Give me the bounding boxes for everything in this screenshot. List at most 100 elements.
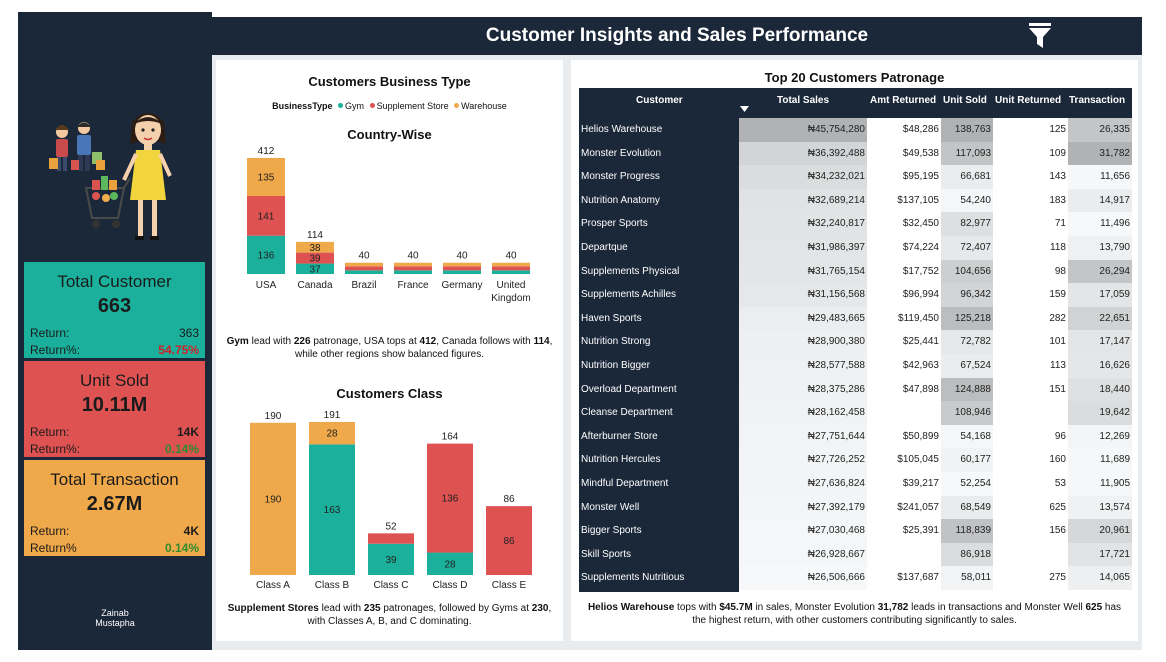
kpi-return-row: Return: 14K — [30, 425, 199, 439]
cell-unit-returned: 143 — [1049, 171, 1066, 183]
cell-unit-sold: 125,218 — [941, 306, 993, 331]
bar-segment-warehouse[interactable] — [247, 158, 285, 197]
table-row[interactable]: Nutrition Hercules ₦27,726,252 $105,045 60,… — [579, 448, 1132, 472]
table-row[interactable]: Nutrition Anatomy ₦32,689,214 $137,105 54,2… — [579, 188, 1132, 213]
bar-segment-gym[interactable] — [443, 270, 481, 274]
bar-segment-warehouse[interactable] — [492, 262, 530, 267]
segment-label: 86 — [503, 536, 515, 547]
total-label: 40 — [456, 251, 468, 262]
bar-segment-warehouse[interactable] — [250, 422, 296, 575]
cell-customer: Nutrition Anatomy — [581, 194, 660, 206]
table-row[interactable]: Prosper Sports ₦32,240,817 $32,450 82,977 71… — [579, 212, 1132, 236]
category-label: France — [397, 280, 429, 291]
cell-total-sales: ₦36,392,488 — [739, 141, 867, 166]
column-header-transaction[interactable]: Transaction — [1069, 95, 1126, 106]
bar-segment-gym[interactable] — [309, 444, 355, 575]
cell-amt-returned: $137,105 — [897, 194, 939, 206]
segment-label: 136 — [442, 494, 459, 505]
note-fragment: 114 — [533, 336, 550, 347]
cell-unit-returned: 156 — [1049, 525, 1066, 537]
cell-transaction: 31,782 — [1068, 141, 1132, 166]
table-row[interactable]: Bigger Sports ₦27,030,468 $25,391 118,839 15… — [579, 519, 1132, 543]
cell-amt-returned: $96,994 — [902, 289, 939, 301]
table-row[interactable]: Monster Evolution ₦36,392,488 $49,538 117,0… — [579, 141, 1132, 166]
bar-segment-gym[interactable] — [345, 270, 383, 274]
column-header-customer[interactable]: Customer — [636, 95, 683, 106]
author-last-name: Mustapha — [95, 618, 135, 628]
table-row[interactable]: Helios Warehouse ₦45,754,280 $48,286 138,76… — [579, 118, 1132, 142]
bar-segment-supplement[interactable] — [492, 266, 530, 271]
bar-segment-gym[interactable] — [247, 235, 285, 274]
bar-segment-supplement[interactable] — [296, 252, 334, 264]
sort-desc-icon[interactable] — [740, 106, 749, 112]
kpi-title: Unit Sold — [80, 371, 149, 390]
segment-label: 163 — [324, 505, 341, 516]
cell-customer: Nutrition Bigger — [581, 360, 650, 371]
total-label: 164 — [442, 432, 459, 443]
bar-segment-supplement[interactable] — [427, 443, 473, 553]
legend-label-supplement: Supplement Store — [376, 101, 449, 111]
bar-segment-supplement[interactable] — [345, 266, 383, 271]
total-label: 190 — [265, 411, 282, 422]
table-row[interactable]: Monster Well ₦27,392,179 $241,057 68,549 625… — [579, 495, 1132, 520]
table-row[interactable]: Afterburner Store ₦27,751,644 $50,899 54,16… — [579, 424, 1132, 449]
table-title: Top 20 Customers Patronage — [764, 70, 945, 85]
column-header-unit-sold[interactable]: Unit Sold — [943, 95, 987, 106]
cell-total-sales: ₦27,636,824 — [739, 472, 867, 496]
kpi-return-pct-value: 0.14% — [164, 442, 199, 456]
cell-total-sales: ₦32,689,214 — [739, 188, 867, 213]
country-chart-title: Country-Wise — [347, 127, 432, 142]
cell-unit-sold: 72,782 — [941, 330, 993, 354]
filter-icon[interactable] — [1028, 22, 1052, 50]
table-row[interactable]: Supplements Physical ₦31,765,154 $17,752 10… — [579, 259, 1132, 284]
kpi-return-pct-label: Return% — [30, 541, 77, 555]
table-row[interactable]: Skill Sports ₦26,928,667 86,918 17,721 — [579, 542, 1132, 567]
category-label: Class D — [432, 580, 467, 591]
cell-total-sales: ₦27,726,252 — [739, 448, 867, 472]
bar-segment-supplement[interactable] — [247, 196, 285, 236]
author-first-name: Zainab — [101, 608, 129, 618]
bar-segment-gym[interactable] — [427, 552, 473, 575]
charts-panel: Customers Business Type BusinessType Gym… — [212, 55, 567, 650]
cell-transaction: 22,651 — [1068, 306, 1132, 331]
cell-total-sales: ₦27,751,644 — [739, 424, 867, 449]
customers-class-chart: 190 190 Class A 163 28 191 Class B 39 52 Class C 2… — [250, 410, 532, 591]
segment-label: 136 — [258, 250, 275, 261]
table-row[interactable]: Supplements Nutritious ₦26,506,666 $137,68… — [579, 566, 1132, 590]
cell-transaction: 20,961 — [1068, 519, 1132, 543]
bar-segment-gym[interactable] — [368, 543, 414, 575]
column-header-total-sales[interactable]: Total Sales — [777, 95, 830, 106]
bar-segment-gym[interactable] — [492, 270, 530, 274]
cell-amt-returned: $25,391 — [902, 525, 939, 537]
bar-segment-supplement[interactable] — [394, 266, 432, 271]
cell-amt-returned: $74,224 — [902, 242, 939, 253]
bar-segment-warehouse[interactable] — [345, 262, 383, 267]
category-label: Canada — [297, 280, 332, 291]
table-row[interactable]: Nutrition Strong ₦28,900,380 $25,441 72,782… — [579, 330, 1132, 354]
bar-segment-supplement[interactable] — [368, 533, 414, 544]
bar-segment-warehouse[interactable] — [443, 262, 481, 267]
category-label: Class B — [315, 580, 350, 591]
kpi-return-pct-row: Return%: 54.75% — [30, 343, 199, 357]
bar-segment-warehouse[interactable] — [309, 422, 355, 445]
column-header-amt-returned[interactable]: Amt Returned — [870, 95, 937, 106]
bar-segment-gym[interactable] — [394, 270, 432, 274]
bar-segment-gym[interactable] — [296, 263, 334, 274]
table-row[interactable]: Overload Department ₦28,375,286 $47,898 124… — [579, 377, 1132, 402]
bar-segment-supplement[interactable] — [443, 266, 481, 271]
table-row[interactable]: Cleanse Department ₦28,162,458 108,946 19,6… — [579, 401, 1132, 425]
bar-segment-warehouse[interactable] — [394, 262, 432, 267]
table-row[interactable]: Nutrition Bigger ₦28,577,588 $42,963 67,524… — [579, 354, 1132, 378]
table-row[interactable]: Haven Sports ₦29,483,665 $119,450 125,218 28… — [579, 306, 1132, 331]
kpi-return-value: 4K — [183, 524, 199, 538]
column-header-unit-returned[interactable]: Unit Returned — [995, 95, 1062, 106]
table-row[interactable]: Supplements Achilles ₦31,156,568 $96,994 96… — [579, 283, 1132, 307]
cell-total-sales: ₦31,156,568 — [739, 283, 867, 307]
table-row[interactable]: Monster Progress ₦34,232,021 $95,195 66,681… — [579, 165, 1132, 189]
table-panel: Top 20 Customers Patronage Customer Tota… — [567, 55, 1142, 650]
charts-card: Customers Business Type BusinessType Gym… — [216, 60, 563, 641]
bar-segment-supplement[interactable] — [486, 506, 532, 575]
bar-segment-warehouse[interactable] — [296, 241, 334, 253]
table-row[interactable]: Departque ₦31,986,397 $74,224 72,407 118 13,7… — [579, 236, 1132, 260]
table-row[interactable]: Mindful Department ₦27,636,824 $39,217 52,2… — [579, 472, 1132, 496]
